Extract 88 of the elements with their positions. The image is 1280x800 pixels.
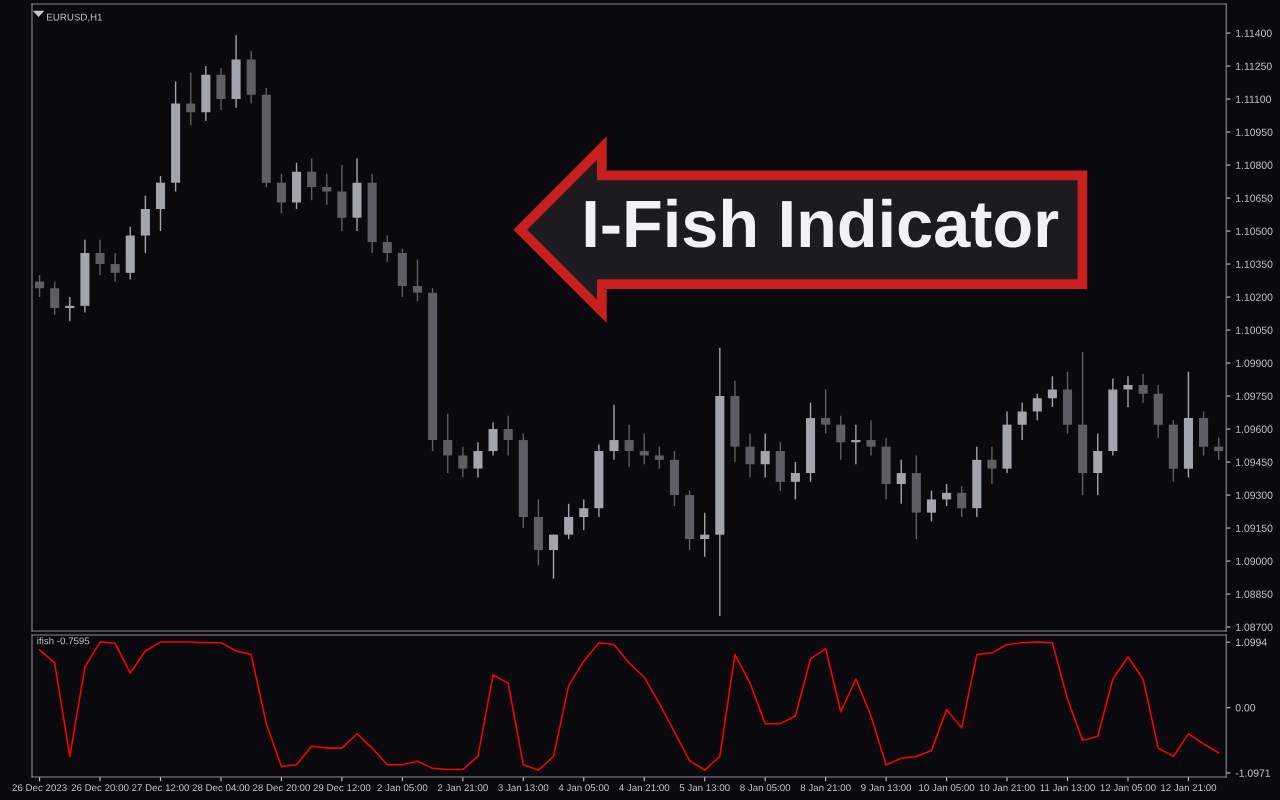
- text: I-Fish Indicator: [585, 198, 1059, 248]
- candlestick: [35, 274, 45, 298]
- x-tick-label: 10 Jan 21:00: [979, 784, 1035, 792]
- candlestick: [700, 511, 710, 558]
- candlestick: [50, 280, 60, 316]
- y-tick-label: 1.10500: [1236, 227, 1273, 235]
- x-tick-label: 2 Jan 05:00: [377, 784, 428, 792]
- candlestick: [836, 415, 846, 461]
- candlestick: [579, 498, 589, 531]
- candlestick: [322, 173, 332, 206]
- candlestick: [1093, 432, 1103, 496]
- annotation: EURUSD,H1: [47, 13, 103, 22]
- candlestick: [851, 423, 861, 465]
- candlestick: [926, 489, 936, 523]
- x-tick-label: 27 Dec 12:00: [132, 784, 190, 792]
- candlestick: [624, 423, 634, 468]
- y-tick-label: 1.08850: [1236, 590, 1273, 598]
- y-tick-label: 1.09450: [1236, 458, 1273, 466]
- candlestick: [412, 258, 423, 303]
- y-tick-label: 1.10800: [1236, 161, 1273, 169]
- x-tick-label: 26 Dec 2023: [12, 784, 67, 792]
- y-tick-label: 1.10950: [1236, 128, 1273, 136]
- candlestick: [1032, 393, 1042, 421]
- y-tick-label: 1.10650: [1236, 194, 1273, 202]
- candlestick: [382, 234, 392, 263]
- y-tick-label: 0.00: [1235, 704, 1256, 712]
- candlestick: [987, 445, 997, 485]
- y-tick-label: 1.10050: [1236, 326, 1273, 334]
- y-tick-label: 1.09600: [1236, 425, 1273, 433]
- x-tick-label: 11 Jan 13:00: [1040, 784, 1095, 792]
- x-tick-label: 2 Jan 21:00: [437, 784, 488, 792]
- x-tick-label: 4 Jan 21:00: [619, 784, 670, 792]
- y-tick-label: 1.0994: [1236, 638, 1267, 646]
- x-tick-label: 28 Dec 04:00: [192, 784, 250, 792]
- candlestick: [790, 461, 800, 501]
- x-tick-label: 10 Jan 05:00: [919, 784, 975, 792]
- candlestick: [473, 441, 483, 479]
- x-tick-label: 4 Jan 05:00: [558, 784, 609, 792]
- candlestick: [564, 503, 574, 540]
- candlestick: [1138, 373, 1148, 404]
- candlestick: [957, 485, 967, 518]
- candlestick: [942, 483, 952, 507]
- x-tick-label: 8 Jan 21:00: [800, 784, 851, 792]
- candlestick: [95, 239, 105, 276]
- candlestick: [760, 432, 770, 479]
- candlestick: [549, 533, 559, 580]
- candlestick: [186, 71, 196, 127]
- y-tick-label: 1.08700: [1236, 623, 1273, 631]
- x-tick-label: 12 Jan 05:00: [1100, 784, 1156, 792]
- y-tick-label: 1.10200: [1236, 293, 1273, 301]
- candlestick: [65, 296, 75, 322]
- y-tick-label: 1.09150: [1236, 524, 1273, 532]
- x-tick-label: 28 Dec 20:00: [253, 784, 310, 792]
- candlestick: [639, 432, 649, 465]
- y-tick-label: 1.09000: [1236, 557, 1273, 565]
- candlestick: [609, 404, 619, 461]
- x-tick-label: 5 Jan 13:00: [679, 784, 730, 792]
- candlestick: [488, 421, 498, 457]
- y-tick-label: 1.09900: [1236, 359, 1273, 367]
- candlestick: [1047, 375, 1057, 408]
- candlestick: [745, 432, 755, 479]
- x-tick-label: 8 Jan 05:00: [740, 784, 791, 792]
- y-tick-label: 1.11100: [1236, 95, 1271, 103]
- candlestick: [1123, 375, 1133, 408]
- x-tick-label: 12 Jan 21:00: [1161, 784, 1217, 792]
- y-tick-label: 1.09750: [1236, 392, 1273, 400]
- candlestick: [458, 445, 468, 479]
- candlestick: [503, 415, 513, 457]
- y-tick-label: -1.0971: [1235, 769, 1271, 777]
- y-tick-label: 1.10350: [1236, 260, 1273, 268]
- candlestick: [866, 419, 876, 457]
- candlestick: [654, 445, 664, 470]
- candlestick: [307, 157, 317, 201]
- y-tick-label: 1.11250: [1236, 62, 1272, 70]
- candlestick: [276, 173, 286, 215]
- candlestick: [896, 459, 906, 505]
- candlestick: [110, 252, 120, 283]
- annotation: ifish -0.7595: [37, 637, 90, 645]
- y-tick-label: 1.09300: [1236, 491, 1273, 499]
- x-tick-label: 26 Dec 20:00: [71, 784, 129, 792]
- candlestick: [443, 412, 453, 474]
- candlestick: [1017, 401, 1027, 441]
- candlestick: [1214, 437, 1224, 461]
- x-tick-label: 9 Jan 13:00: [861, 784, 912, 792]
- x-tick-label: 29 Dec 12:00: [313, 784, 371, 792]
- y-tick-label: 1.11400: [1236, 29, 1272, 37]
- x-tick-label: 3 Jan 13:00: [498, 784, 549, 792]
- candlestick: [821, 388, 831, 435]
